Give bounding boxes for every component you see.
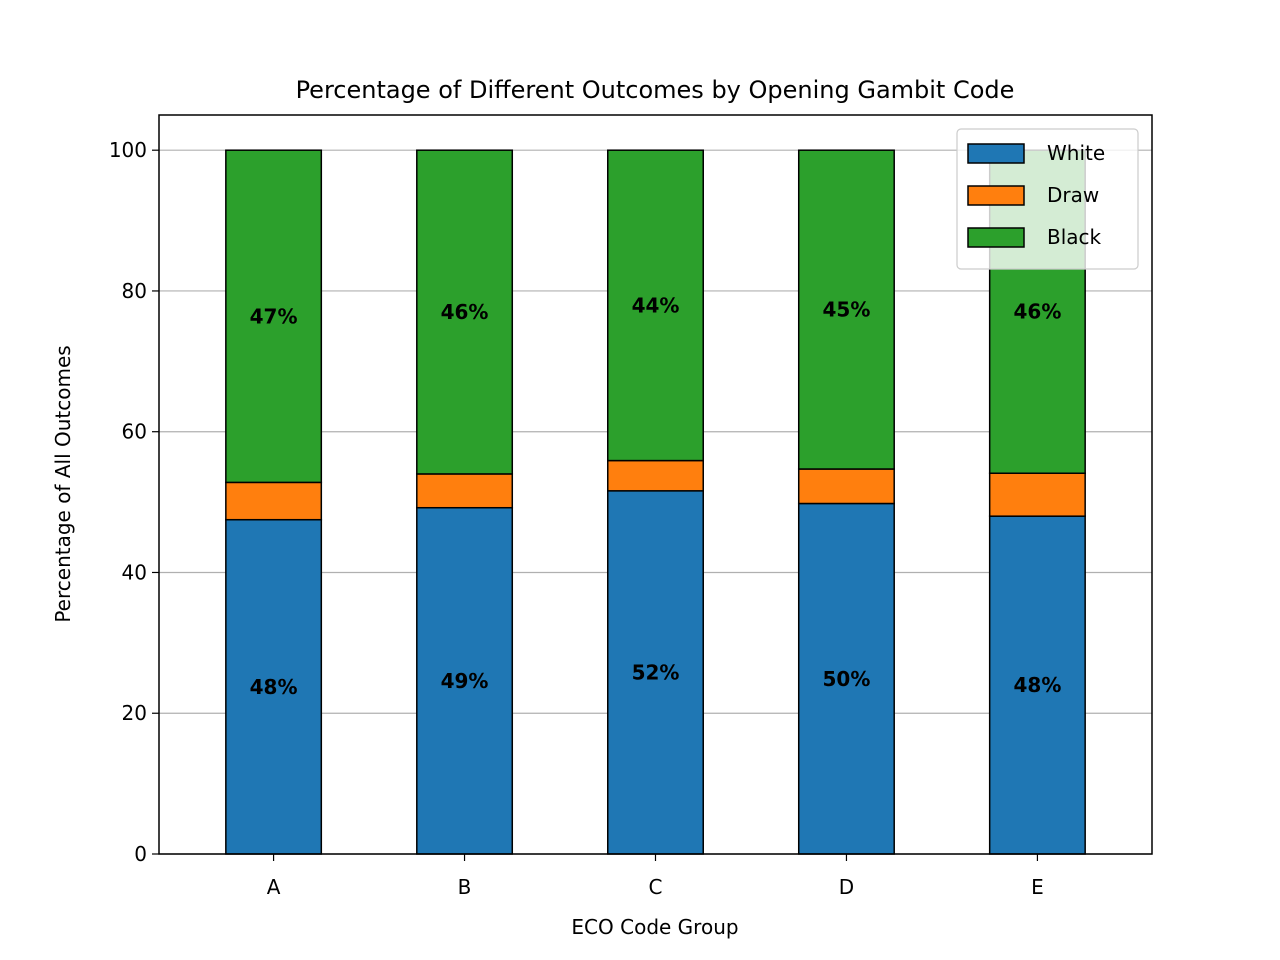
- bar-black-d: [797, 149, 895, 470]
- legend-swatch-draw: [967, 185, 1025, 206]
- bar-draw-d: [797, 468, 895, 505]
- y-tick-label: 20: [122, 701, 147, 725]
- bar-white-a: [225, 518, 323, 855]
- data-label-black-b: 46%: [441, 300, 489, 324]
- data-label-white-b: 49%: [441, 669, 489, 693]
- data-label-black-c: 44%: [632, 293, 680, 317]
- y-tick-label: 0: [134, 842, 147, 866]
- x-tick-label: B: [458, 875, 472, 899]
- legend-swatch-black: [967, 227, 1025, 248]
- bar-black-c: [607, 149, 704, 462]
- bar-black-b: [416, 149, 514, 475]
- legend-label-draw: Draw: [1047, 183, 1099, 207]
- bar-white-d: [797, 502, 895, 855]
- data-label-black-e: 46%: [1013, 300, 1061, 324]
- data-label-black-a: 47%: [250, 304, 298, 328]
- y-axis-ticks: 0 20 40 60 80 100: [109, 138, 159, 866]
- y-axis-title: Percentage of All Outcomes: [51, 345, 75, 622]
- data-label-white-e: 48%: [1013, 673, 1061, 697]
- data-label-white-c: 52%: [632, 660, 680, 684]
- bars: [225, 149, 1086, 855]
- bar-draw-c: [607, 459, 704, 492]
- legend-label-white: White: [1047, 141, 1105, 165]
- bar-black-a: [225, 149, 323, 484]
- data-label-white-a: 48%: [250, 675, 298, 699]
- x-axis-title: ECO Code Group: [571, 915, 738, 939]
- y-tick-label: 40: [122, 560, 147, 584]
- bar-draw-e: [988, 472, 1086, 517]
- bar-draw-b: [416, 473, 514, 509]
- x-tick-label: A: [267, 875, 281, 899]
- legend-swatch-white: [967, 143, 1025, 164]
- data-label-white-d: 50%: [823, 667, 871, 691]
- legend-label-black: Black: [1047, 225, 1102, 249]
- y-tick-label: 100: [109, 138, 147, 162]
- x-tick-label: C: [649, 875, 663, 899]
- bar-draw-a: [225, 481, 323, 521]
- x-tick-label: E: [1031, 875, 1044, 899]
- chart-title: Percentage of Different Outcomes by Open…: [296, 76, 1015, 104]
- data-label-black-d: 45%: [823, 298, 871, 322]
- y-tick-label: 80: [122, 279, 147, 303]
- bar-white-e: [988, 515, 1086, 855]
- y-tick-label: 60: [122, 420, 147, 444]
- x-tick-label: D: [839, 875, 854, 899]
- legend: White Draw Black: [956, 128, 1139, 270]
- x-axis-ticks: A B C D E: [267, 854, 1044, 899]
- data-labels: 48% 47% 49% 46% 52% 44% 50% 45% 48% 46%: [250, 293, 1062, 698]
